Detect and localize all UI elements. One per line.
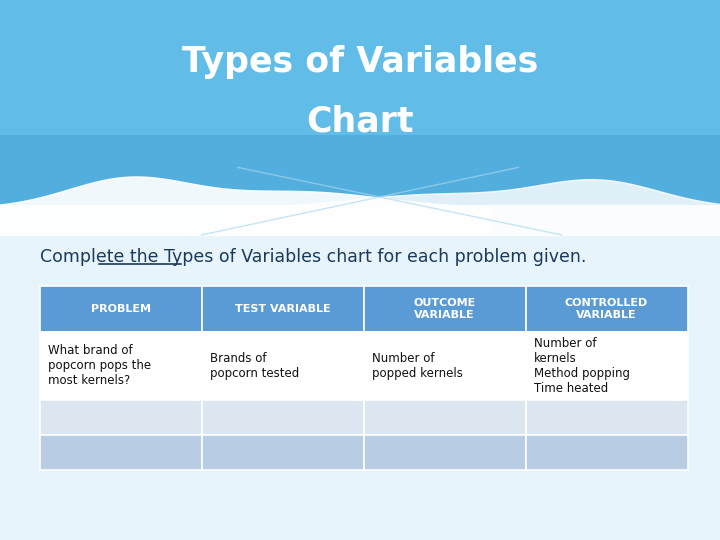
FancyBboxPatch shape	[364, 400, 526, 435]
Text: What brand of
popcorn pops the
most kernels?: What brand of popcorn pops the most kern…	[48, 345, 151, 387]
Text: TEST VARIABLE: TEST VARIABLE	[235, 304, 330, 314]
FancyBboxPatch shape	[202, 332, 364, 400]
FancyBboxPatch shape	[526, 332, 688, 400]
FancyBboxPatch shape	[40, 332, 202, 400]
FancyBboxPatch shape	[0, 135, 720, 205]
Text: OUTCOME
VARIABLE: OUTCOME VARIABLE	[413, 298, 476, 320]
FancyBboxPatch shape	[364, 332, 526, 400]
FancyBboxPatch shape	[40, 286, 202, 332]
FancyBboxPatch shape	[40, 435, 202, 470]
FancyBboxPatch shape	[364, 435, 526, 470]
FancyBboxPatch shape	[202, 286, 364, 332]
FancyBboxPatch shape	[202, 400, 364, 435]
Text: Number of
popped kernels: Number of popped kernels	[372, 352, 463, 380]
FancyBboxPatch shape	[526, 286, 688, 332]
Text: Complete the Types of Variables chart for each problem given.: Complete the Types of Variables chart fo…	[40, 247, 586, 266]
Text: Chart: Chart	[306, 105, 414, 138]
Text: CONTROLLED
VARIABLE: CONTROLLED VARIABLE	[565, 298, 648, 320]
FancyBboxPatch shape	[202, 435, 364, 470]
FancyBboxPatch shape	[40, 400, 202, 435]
FancyBboxPatch shape	[0, 0, 720, 135]
FancyBboxPatch shape	[364, 286, 526, 332]
FancyBboxPatch shape	[526, 400, 688, 435]
Text: Types of Variables: Types of Variables	[182, 45, 538, 79]
FancyBboxPatch shape	[526, 435, 688, 470]
Text: PROBLEM: PROBLEM	[91, 304, 150, 314]
FancyBboxPatch shape	[0, 200, 720, 540]
Text: Brands of
popcorn tested: Brands of popcorn tested	[210, 352, 300, 380]
Text: Number of
kernels
Method popping
Time heated: Number of kernels Method popping Time he…	[534, 337, 630, 395]
